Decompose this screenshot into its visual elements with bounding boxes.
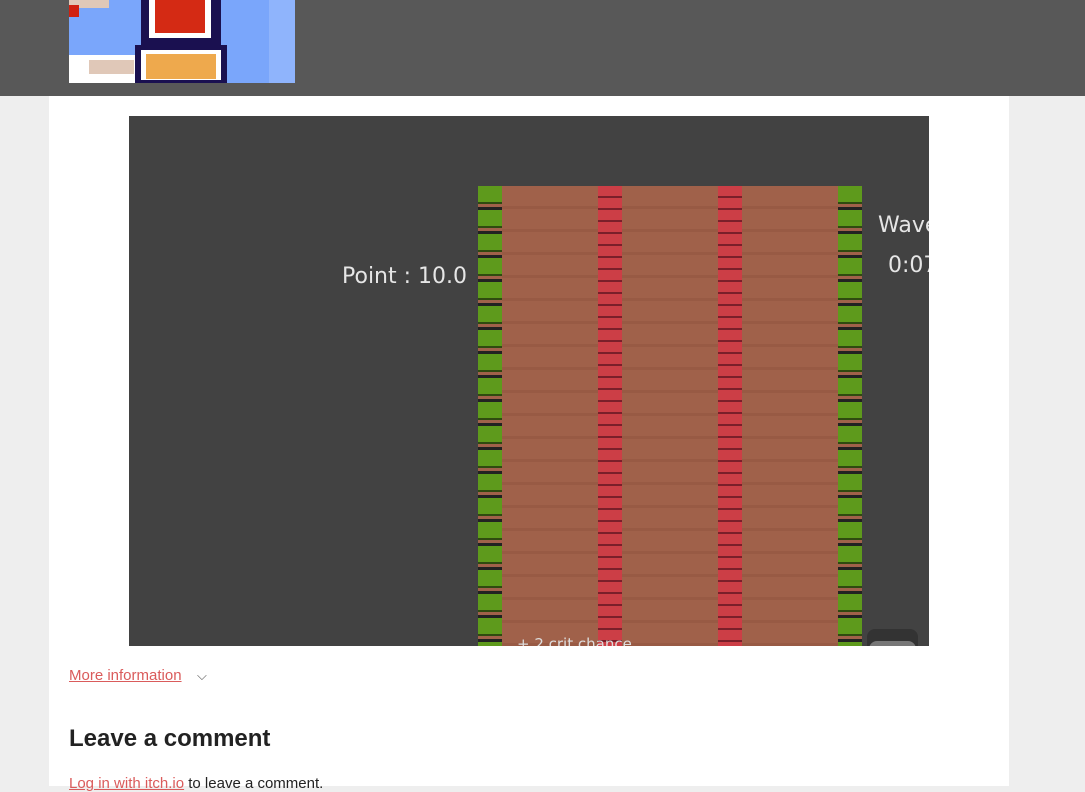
- game-embed[interactable]: Point : 10.0 Wave 0:07 + 2 crit chance: [129, 116, 929, 646]
- game-button[interactable]: [867, 629, 918, 646]
- login-suffix: to leave a comment.: [184, 775, 324, 792]
- comments-heading: Leave a comment: [69, 725, 271, 752]
- grass-wall-right: [838, 186, 862, 646]
- chevron-down-icon[interactable]: ⌵: [197, 668, 207, 683]
- login-link[interactable]: Log in with itch.io: [69, 775, 185, 792]
- more-information-link[interactable]: More information: [69, 667, 182, 684]
- page-header: [0, 0, 1085, 96]
- brick-divider: [718, 186, 742, 646]
- lane-1: [502, 186, 598, 646]
- wave-timer: 0:07: [888, 253, 929, 278]
- upgrade-text: + 2 crit chance: [517, 635, 632, 646]
- game-banner-image: [69, 0, 295, 83]
- lane-2: [622, 186, 718, 646]
- login-prompt: Log in with itch.io to leave a comment.: [69, 775, 323, 792]
- wave-label: Wave: [878, 213, 929, 238]
- lane-3: [742, 186, 838, 646]
- points-label: Point : 10.0: [342, 264, 468, 289]
- brick-divider: [598, 186, 622, 646]
- grass-wall-left: [478, 186, 502, 646]
